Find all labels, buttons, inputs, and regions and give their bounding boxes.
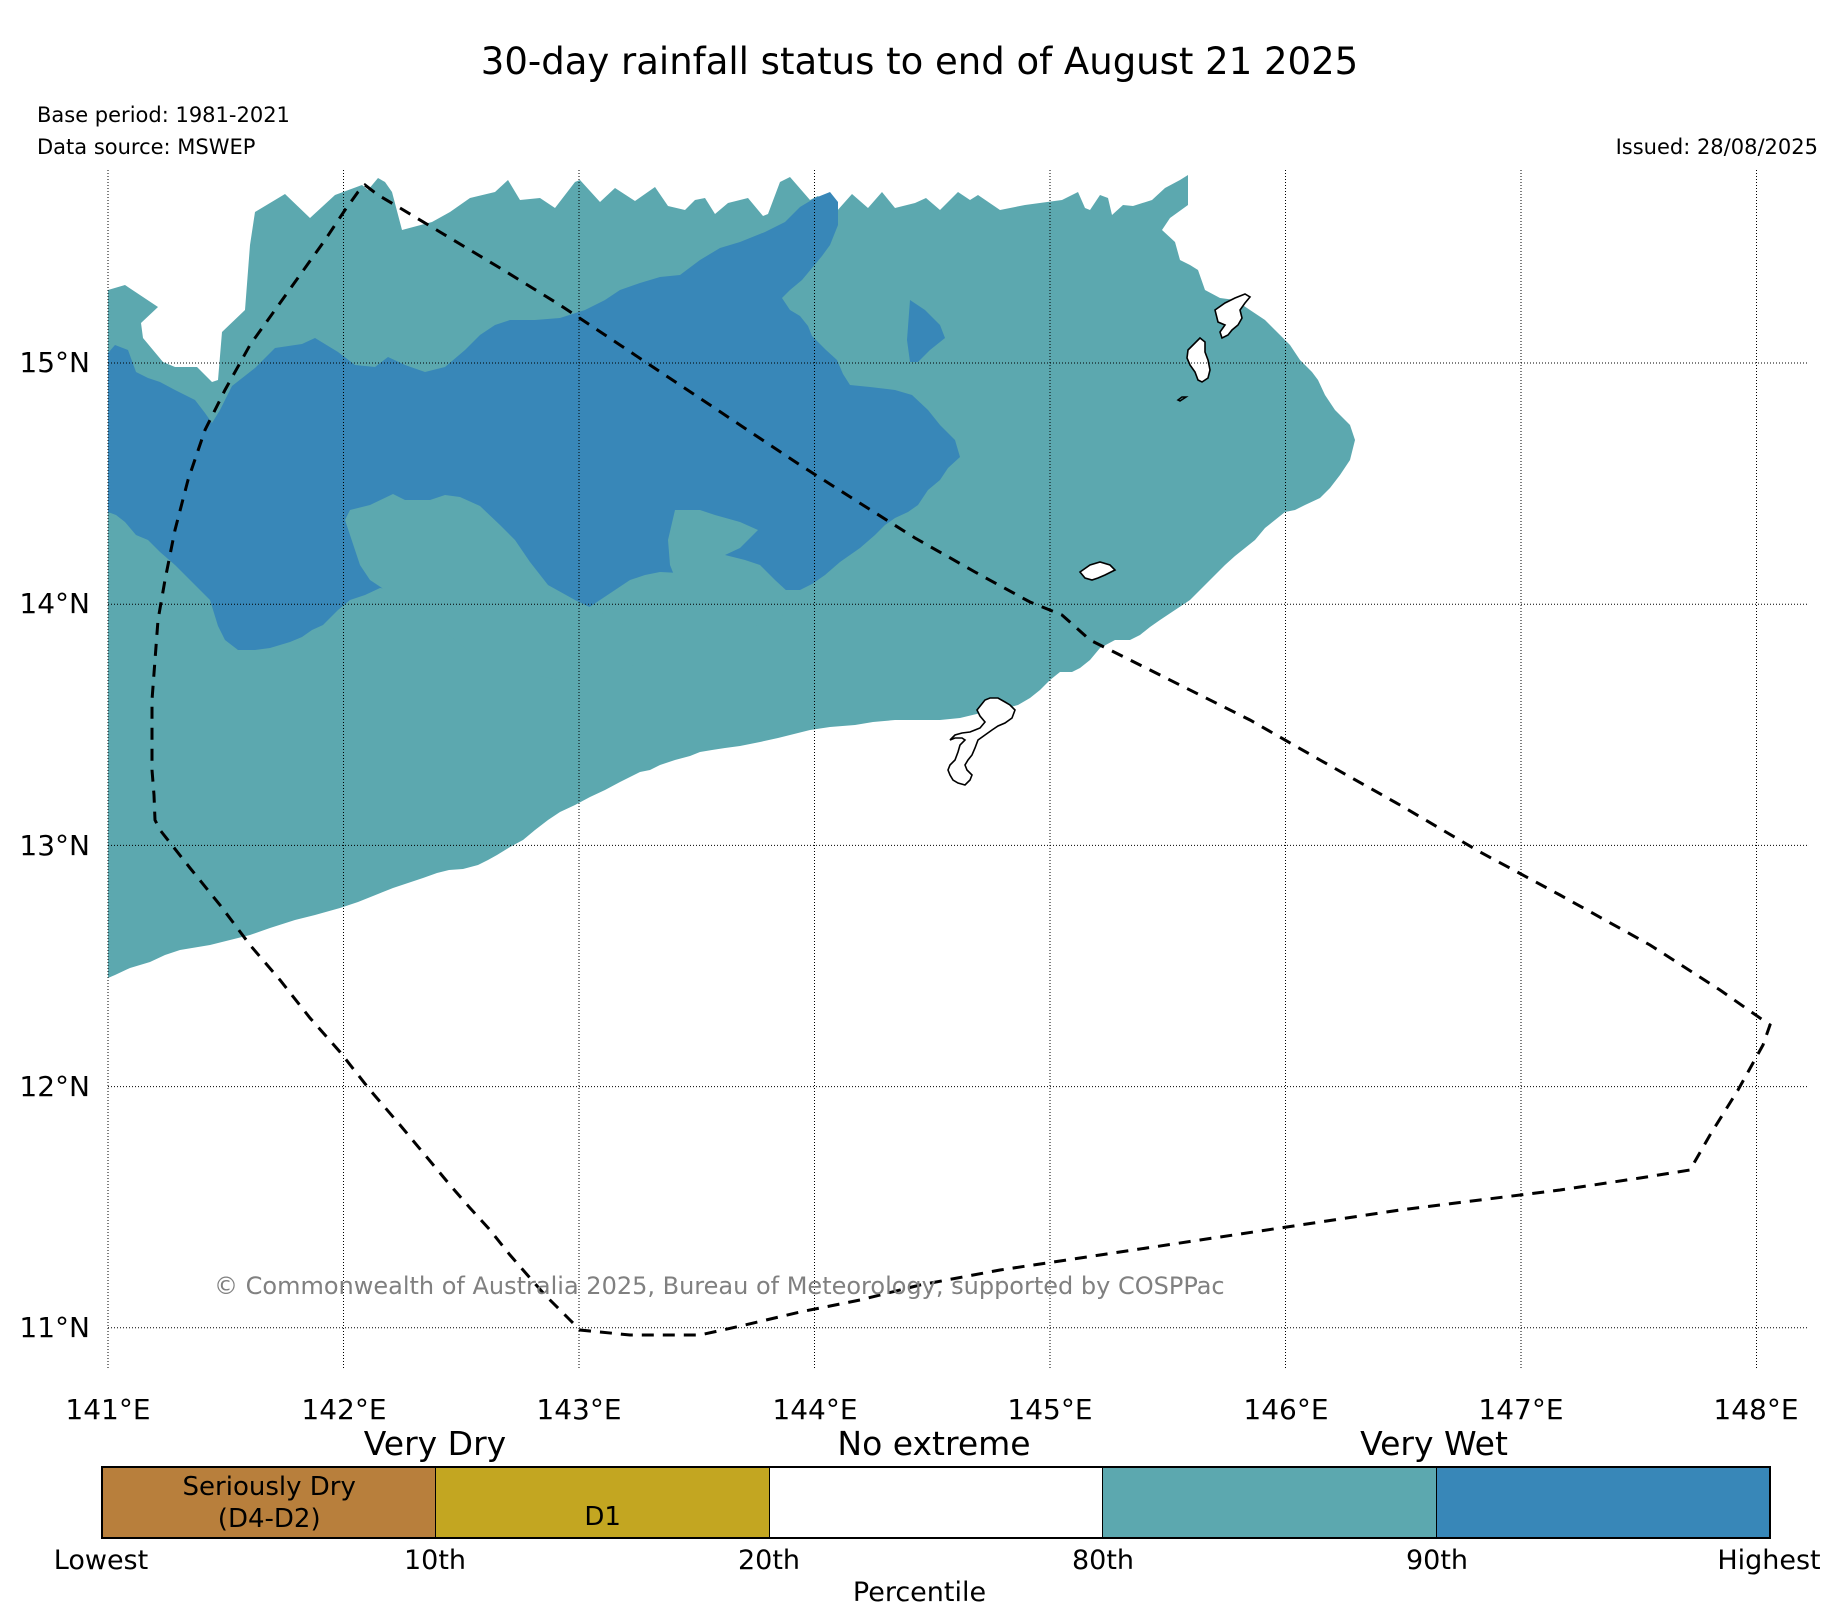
percentile-colorbar: Seriously Dry (D4-D2) D1 bbox=[101, 1466, 1771, 1539]
very-wet-80-90-inlier bbox=[345, 494, 710, 680]
island-coastline bbox=[1078, 561, 1117, 581]
lat-label-12n: 12°N bbox=[19, 1070, 90, 1103]
legend-category-very-wet: Very Wet bbox=[1360, 1424, 1508, 1463]
legend-segment-90-highest bbox=[1436, 1468, 1770, 1537]
island-coastline bbox=[947, 697, 1016, 786]
lon-label-147e: 147°E bbox=[1478, 1393, 1564, 1426]
lon-label-141e: 141°E bbox=[65, 1393, 151, 1426]
legend-segment-seriously-dry: Seriously Dry (D4-D2) bbox=[103, 1468, 437, 1537]
legend-tick-20th: 20th bbox=[737, 1545, 801, 1576]
data-source-label: Data source: MSWEP bbox=[37, 135, 256, 159]
legend-tick-90th: 90th bbox=[1405, 1545, 1469, 1576]
legend-tick-80th: 80th bbox=[1071, 1545, 1135, 1576]
boundary-dashed-line bbox=[150, 183, 1772, 1337]
lat-label-15n: 15°N bbox=[19, 346, 90, 379]
lon-label-145e: 145°E bbox=[1007, 1393, 1093, 1426]
legend-tick-lowest: Lowest bbox=[53, 1545, 149, 1576]
island-coastline bbox=[1176, 396, 1189, 402]
legend-axis-label: Percentile bbox=[852, 1577, 987, 1608]
lon-label-142e: 142°E bbox=[301, 1393, 387, 1426]
map-title: 30-day rainfall status to end of August … bbox=[480, 40, 1359, 83]
lat-label-14n: 14°N bbox=[19, 587, 90, 620]
base-period-label: Base period: 1981-2021 bbox=[37, 103, 290, 127]
legend-segment-no-extreme bbox=[769, 1468, 1104, 1537]
lon-label-144e: 144°E bbox=[772, 1393, 858, 1426]
issued-date-label: Issued: 28/08/2025 bbox=[1615, 135, 1818, 159]
legend-category-very-dry: Very Dry bbox=[363, 1424, 507, 1463]
copyright-notice: © Commonwealth of Australia 2025, Bureau… bbox=[214, 1272, 1225, 1300]
island-coastline bbox=[1186, 336, 1211, 383]
lat-label-13n: 13°N bbox=[19, 829, 90, 862]
lon-label-146e: 146°E bbox=[1243, 1393, 1329, 1426]
map-gridlines bbox=[107, 170, 1808, 1370]
lon-label-143e: 143°E bbox=[536, 1393, 622, 1426]
legend-tick-highest: Highest bbox=[1717, 1545, 1821, 1576]
legend-segment-d1: D1 bbox=[436, 1468, 770, 1537]
legend-tick-10th: 10th bbox=[403, 1545, 467, 1576]
very-wet-90-highest-inlier bbox=[907, 300, 945, 362]
legend-segment-80-90 bbox=[1103, 1468, 1437, 1537]
lon-label-148e: 148°E bbox=[1713, 1393, 1799, 1426]
island-coastline bbox=[1214, 293, 1252, 340]
very-wet-80-90-inlier bbox=[668, 510, 788, 640]
lat-label-11n: 11°N bbox=[19, 1311, 90, 1344]
legend-category-no-extreme: No extreme bbox=[837, 1424, 1031, 1463]
